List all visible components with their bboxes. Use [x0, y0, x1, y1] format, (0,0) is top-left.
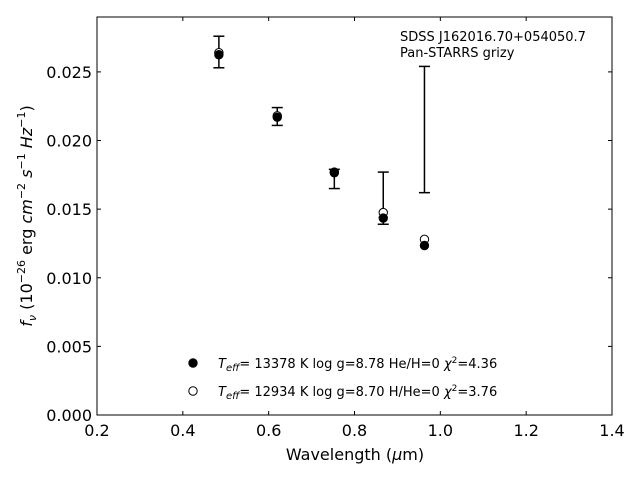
y-tick-label: 0.000 — [46, 406, 92, 425]
plot-frame — [96, 16, 613, 416]
data-point-filled — [378, 213, 388, 223]
annotation-object-name: SDSS J162016.70+054050.7 — [400, 30, 586, 45]
data-point-filled — [329, 168, 340, 178]
x-tick-label: 0.6 — [256, 421, 281, 440]
y-tick-label: 0.020 — [46, 132, 92, 151]
x-tick-label: 0.8 — [342, 421, 367, 440]
annotation-survey-name: Pan-STARRS grizy — [400, 46, 515, 61]
y-axis-label: fν (10−26 erg cm−2 s−1 Hz−1) — [15, 105, 39, 326]
x-tick-label: 0.2 — [84, 421, 109, 440]
x-tick-label: 0.4 — [170, 421, 195, 440]
axes: 0.2 0.4 0.6 0.8 1.0 1.2 1.4 0.000 0.005 0.010 0.01… — [46, 16, 625, 440]
data-point-filled — [214, 50, 224, 60]
legend-marker-filled — [188, 358, 198, 368]
legend: Teff= 13378 K log g=8.78 He/H=0 χ2=4.36 … — [188, 356, 497, 402]
y-tick-label: 0.010 — [46, 269, 92, 288]
data-layer — [213, 35, 430, 251]
x-tick-label: 1.0 — [428, 421, 453, 440]
data-point-filled — [272, 112, 282, 122]
legend-entry-open: Teff= 12934 K log g=8.70 H/He=0 χ2=3.76 — [218, 384, 497, 402]
y-tick-label: 0.025 — [46, 63, 92, 82]
legend-marker-open — [188, 386, 198, 396]
data-point-filled — [419, 240, 430, 251]
x-tick-label: 1.4 — [599, 421, 624, 440]
y-tick-label: 0.015 — [46, 200, 92, 219]
y-tick-label: 0.005 — [46, 337, 92, 356]
x-tick-label: 1.2 — [513, 421, 538, 440]
x-axis-label: Wavelength (μm) — [286, 445, 424, 464]
legend-entry-filled: Teff= 13378 K log g=8.78 He/H=0 χ2=4.36 — [218, 356, 497, 374]
